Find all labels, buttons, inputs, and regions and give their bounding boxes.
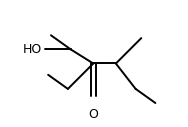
Text: O: O (88, 108, 98, 121)
Text: HO: HO (23, 43, 42, 56)
